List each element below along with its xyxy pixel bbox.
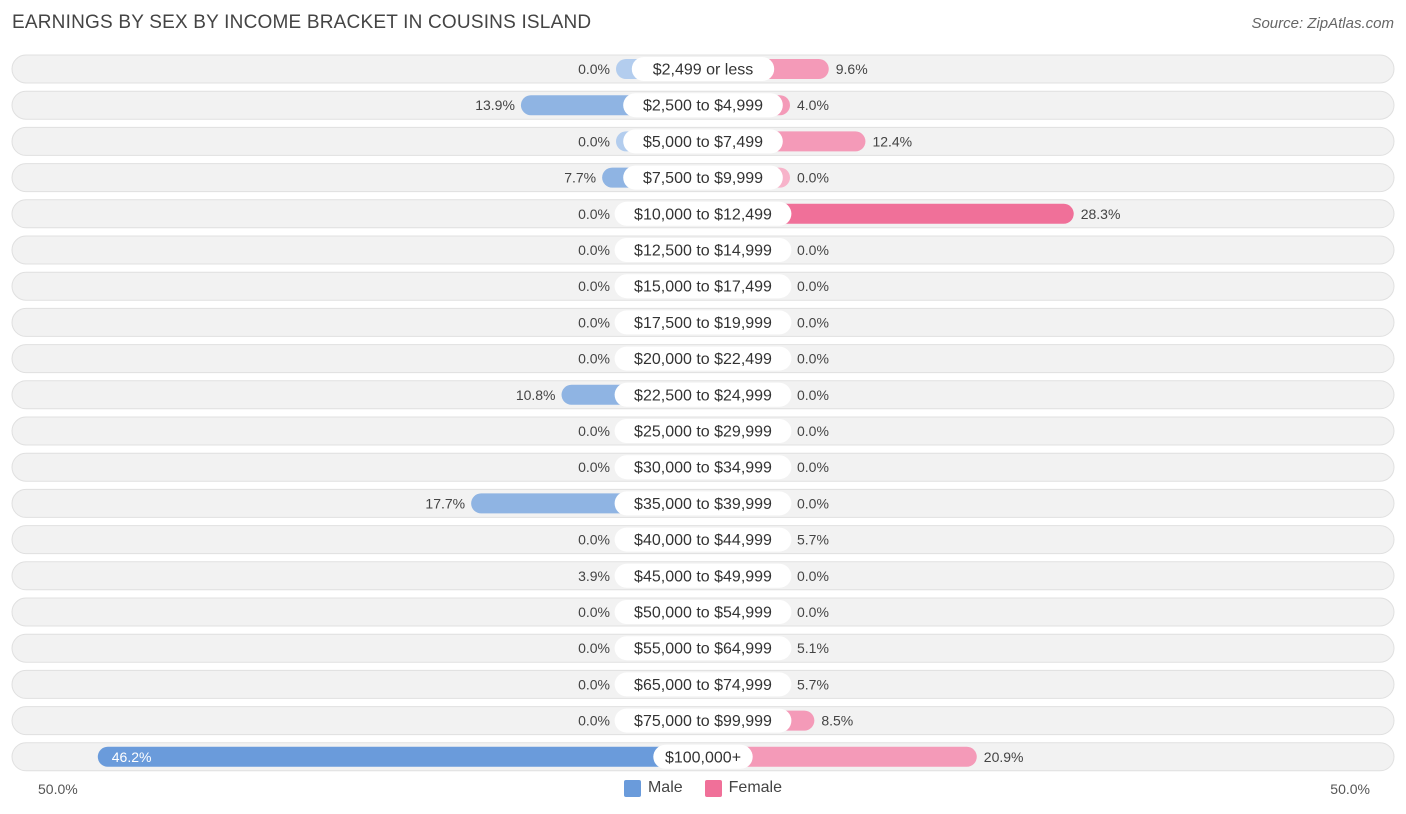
category-label: $40,000 to $44,999: [634, 532, 772, 549]
chart-source: Source: ZipAtlas.com: [1251, 15, 1394, 32]
category-label: $75,000 to $99,999: [634, 713, 772, 730]
male-value-label: 0.0%: [578, 423, 610, 439]
axis-left-label: 50.0%: [38, 781, 78, 797]
male-value-label: 0.0%: [578, 314, 610, 330]
female-value-label: 8.5%: [821, 713, 853, 729]
female-value-label: 4.0%: [797, 97, 829, 113]
male-value-label: 0.0%: [578, 713, 610, 729]
category-label: $22,500 to $24,999: [634, 387, 772, 404]
male-value-label: 17.7%: [425, 495, 465, 511]
category-label-box: [631, 57, 775, 81]
female-value-label: 0.0%: [797, 423, 829, 439]
male-value-label: 0.0%: [578, 206, 610, 222]
legend-swatch-female: [704, 779, 722, 797]
female-value-label: 0.0%: [797, 495, 829, 511]
category-label: $65,000 to $74,999: [634, 677, 772, 694]
male-value-label: 0.0%: [578, 532, 610, 548]
female-value-label: 0.0%: [797, 568, 829, 584]
category-label-box: [614, 527, 792, 552]
category-label: $5,000 to $7,499: [643, 134, 763, 151]
female-value-label: 0.0%: [797, 604, 829, 620]
female-value-label: 20.9%: [984, 749, 1024, 765]
category-label-box: [614, 708, 792, 733]
male-value-label: 0.0%: [578, 61, 610, 77]
female-value-label: 0.0%: [797, 387, 829, 403]
category-label: $2,500 to $4,999: [643, 98, 763, 115]
male-value-label: 0.0%: [578, 133, 610, 149]
female-value-label: 5.7%: [797, 532, 829, 548]
female-bar: [703, 203, 1074, 224]
category-label: $35,000 to $39,999: [634, 496, 772, 513]
male-value-label: 7.7%: [564, 170, 596, 186]
male-value-label: 13.9%: [475, 97, 515, 113]
female-value-label: 5.1%: [797, 640, 829, 656]
category-label-box: [614, 600, 792, 624]
male-bar: [97, 746, 703, 767]
category-label-box: [614, 419, 792, 443]
female-value-label: 0.0%: [797, 170, 829, 186]
category-label-box: [614, 491, 792, 516]
category-label-box: [614, 382, 792, 407]
male-value-label: 0.0%: [578, 459, 610, 475]
category-label: $100,000+: [665, 749, 741, 766]
category-label-box: [614, 201, 792, 226]
female-value-label: 0.0%: [797, 351, 829, 367]
male-value-label: 0.0%: [578, 242, 610, 258]
male-value-label: 46.2%: [112, 749, 152, 765]
category-label: $25,000 to $29,999: [634, 424, 772, 441]
male-value-label: 0.0%: [578, 640, 610, 656]
female-value-label: 12.4%: [872, 133, 912, 149]
male-value-label: 3.9%: [578, 568, 610, 584]
legend-item-female[interactable]: Female: [704, 779, 783, 797]
legend-swatch-male: [623, 779, 641, 797]
female-value-label: 0.0%: [797, 242, 829, 258]
female-value-label: 9.6%: [836, 61, 868, 77]
category-label-box: [614, 636, 792, 661]
category-label: $50,000 to $54,999: [634, 605, 772, 622]
category-label: $10,000 to $12,499: [634, 206, 772, 223]
female-value-label: 0.0%: [797, 278, 829, 294]
category-label-box: [614, 310, 792, 335]
category-label-box: [623, 93, 783, 118]
chart-title: EARNINGS BY SEX BY INCOME BRACKET IN COU…: [12, 12, 592, 33]
axis-right-label: 50.0%: [1330, 781, 1370, 797]
category-label-box: [614, 274, 792, 299]
male-value-label: 0.0%: [578, 676, 610, 692]
category-label: $55,000 to $64,999: [634, 641, 772, 658]
female-value-label: 28.3%: [1081, 206, 1121, 222]
male-value-label: 0.0%: [578, 278, 610, 294]
category-label-box: [614, 346, 792, 371]
category-label-box: [623, 129, 783, 154]
category-label: $30,000 to $34,999: [634, 460, 772, 477]
category-label-box: [623, 165, 783, 190]
category-label-box: [653, 744, 753, 769]
category-label-box: [614, 238, 792, 262]
category-label: $45,000 to $49,999: [634, 568, 772, 585]
female-value-label: 0.0%: [797, 459, 829, 475]
male-value-label: 0.0%: [578, 351, 610, 367]
category-label-box: [614, 563, 792, 588]
female-value-label: 0.0%: [797, 314, 829, 330]
category-label: $20,000 to $22,499: [634, 351, 772, 368]
legend-label-female: Female: [728, 779, 783, 796]
category-label: $15,000 to $17,499: [634, 279, 772, 296]
legend-label-male: Male: [647, 779, 683, 796]
female-value-label: 5.7%: [797, 676, 829, 692]
category-label: $2,499 or less: [653, 62, 754, 79]
chart-legend: Male Female: [0, 779, 1406, 797]
legend-item-male[interactable]: Male: [623, 779, 683, 797]
category-label-box: [614, 455, 792, 480]
male-value-label: 0.0%: [578, 604, 610, 620]
category-label: $12,500 to $14,999: [634, 243, 772, 260]
male-value-label: 10.8%: [516, 387, 556, 403]
category-label-box: [614, 672, 792, 697]
female-bar: [703, 746, 977, 767]
category-label: $17,500 to $19,999: [634, 315, 772, 332]
category-label: $7,500 to $9,999: [643, 170, 763, 187]
